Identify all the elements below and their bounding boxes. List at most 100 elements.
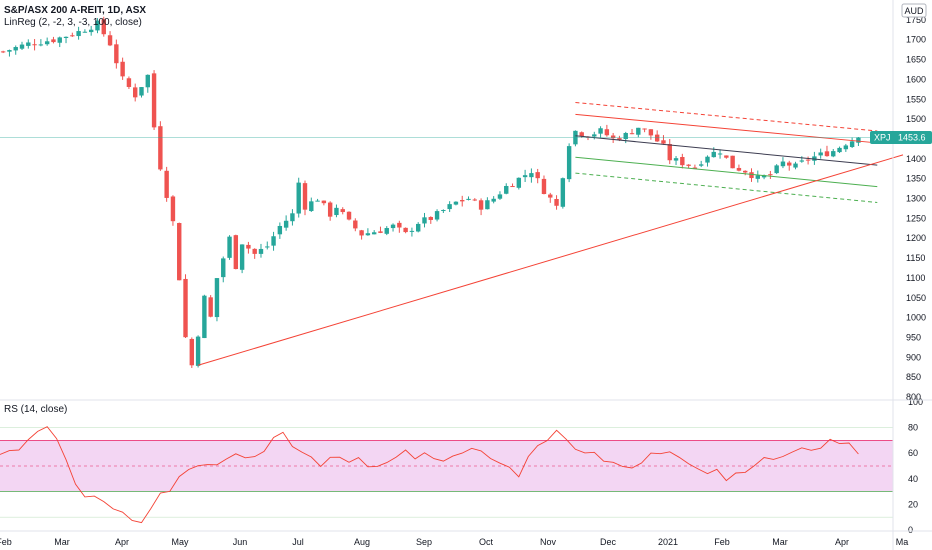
price-tag-symbol: XPJ	[874, 133, 891, 143]
trendline[interactable]	[197, 154, 904, 366]
candle-body	[548, 194, 553, 198]
candle-body	[724, 155, 729, 158]
price-tick-label: 900	[906, 352, 921, 362]
candle-body	[849, 141, 855, 148]
candle-body	[415, 223, 421, 232]
candle-body	[592, 134, 597, 137]
price-tag-value: 1453.6	[898, 133, 926, 143]
candle-body	[183, 278, 188, 338]
time-tick-label: Apr	[835, 537, 849, 547]
candle-body	[101, 19, 106, 35]
candle-body	[466, 198, 471, 200]
candle-body	[856, 137, 861, 143]
time-tick-label: Ma	[896, 537, 909, 547]
rsi-label[interactable]: RS (14, close)	[4, 404, 67, 415]
candle-body	[139, 87, 144, 96]
candle-body	[309, 201, 314, 212]
price-tick-label: 1200	[906, 233, 926, 243]
candle-body	[409, 230, 415, 232]
candles	[0, 16, 861, 368]
candle-body	[290, 213, 295, 222]
candle-body	[510, 186, 515, 188]
regression-lower-outer	[575, 172, 878, 203]
candle-body	[837, 147, 842, 153]
candle-body	[554, 198, 559, 206]
candle-body	[26, 42, 31, 46]
candle-body	[397, 222, 402, 228]
candle-body	[579, 132, 584, 137]
price-tick-label: 950	[906, 332, 921, 342]
indicator-label[interactable]: LinReg (2, -2, 3, -3, 100, close)	[4, 17, 142, 28]
overlays	[0, 101, 904, 366]
price-tick-label: 1650	[906, 55, 926, 65]
rsi-tick-label: 80	[908, 423, 918, 433]
time-tick-label: May	[171, 537, 189, 547]
price-tick-label: 1150	[906, 253, 925, 263]
candle-body	[843, 145, 849, 150]
candle-body	[82, 31, 88, 33]
time-tick-label: Feb	[0, 537, 12, 547]
price-tick-label: 800	[906, 392, 921, 402]
candle-body	[441, 210, 446, 212]
currency-badge[interactable]	[901, 3, 927, 18]
candle-body	[560, 178, 566, 207]
candle-body	[541, 178, 547, 195]
candle-body	[743, 170, 748, 173]
time-tick-label: Nov	[540, 537, 557, 547]
candle-body	[566, 146, 572, 180]
candle-body	[434, 211, 440, 220]
price-tick-label: 1600	[906, 74, 926, 84]
time-tick-label: Jun	[233, 537, 248, 547]
candle-body	[133, 87, 138, 98]
candle-body	[70, 35, 75, 37]
candle-body	[447, 204, 452, 210]
candle-body	[13, 47, 18, 51]
time-tick-label: Mar	[54, 537, 70, 547]
price-tick-label: 850	[906, 372, 921, 382]
candle-body	[258, 248, 264, 254]
candle-body	[359, 230, 364, 236]
candle-body	[88, 29, 94, 33]
candle-body	[667, 144, 672, 161]
candle-body	[799, 160, 805, 162]
candle-body	[95, 20, 100, 31]
candle-body	[208, 297, 213, 317]
candle-body	[598, 128, 603, 134]
time-tick-label: Sep	[416, 537, 432, 547]
candle-body	[0, 51, 6, 53]
time-tick-label: Aug	[354, 537, 370, 547]
price-tick-label: 1700	[906, 35, 926, 45]
candle-body	[774, 165, 779, 174]
last-price-tag: XPJ 1453.6	[870, 131, 932, 145]
candle-body	[126, 78, 132, 87]
time-tick-label: Feb	[714, 537, 730, 547]
rsi-tick-label: 60	[908, 448, 918, 458]
candle-body	[177, 223, 182, 281]
candle-body	[504, 185, 509, 194]
candle-body	[610, 135, 616, 139]
candle-body	[661, 140, 666, 144]
candle-body	[277, 225, 283, 235]
candle-body	[271, 236, 276, 246]
rsi-band	[0, 427, 893, 518]
rsi-tick-label: 20	[908, 499, 918, 509]
time-tick-label: 2021	[658, 537, 678, 547]
candle-body	[787, 162, 792, 166]
candle-body	[296, 182, 301, 214]
candle-body	[428, 217, 433, 220]
candle-body	[692, 167, 698, 169]
regression-upper	[575, 113, 878, 144]
time-tick-label: Oct	[479, 537, 494, 547]
price-tick-label: 1300	[906, 194, 926, 204]
candle-body	[711, 151, 716, 158]
candle-body	[32, 44, 37, 46]
candle-body	[214, 278, 220, 318]
regression-lower	[575, 156, 878, 188]
price-tick-label: 1250	[906, 213, 926, 223]
price-tick-label: 1000	[906, 313, 926, 323]
candle-body	[371, 232, 377, 235]
candle-body	[403, 227, 408, 233]
candle-body	[497, 194, 503, 199]
candle-body	[202, 295, 207, 339]
